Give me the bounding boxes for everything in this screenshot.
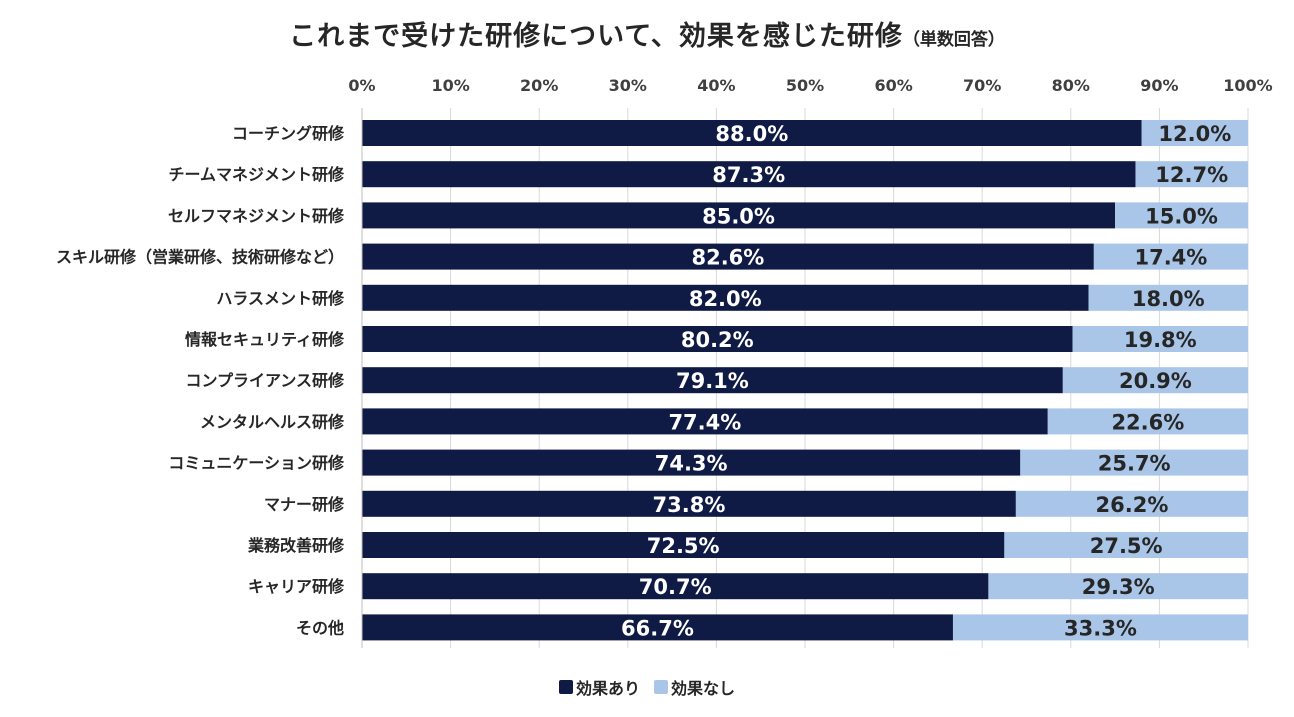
bar-not-effective bbox=[1004, 532, 1248, 558]
bar-effective bbox=[362, 120, 1142, 146]
data-label: 20.9% bbox=[1119, 369, 1192, 393]
chart-subtitle: （単数回答） bbox=[902, 30, 1005, 50]
data-label: 29.3% bbox=[1082, 575, 1155, 599]
bar-effective bbox=[362, 243, 1094, 270]
bar-effective bbox=[362, 490, 1016, 517]
legend-swatch-effective bbox=[558, 680, 573, 694]
bar-not-effective bbox=[1141, 120, 1248, 146]
category-label: マナー研修 bbox=[264, 495, 345, 514]
category-label: 情報セキュリティ研修 bbox=[185, 330, 345, 349]
bar-effective bbox=[362, 161, 1136, 188]
chart-title: これまで受けた研修について、効果を感じた研修（単数回答） bbox=[0, 14, 1294, 53]
bar-not-effective bbox=[988, 573, 1248, 600]
data-label: 12.7% bbox=[1155, 163, 1228, 187]
x-tick-label: 70% bbox=[963, 76, 1001, 95]
legend-label-not-effective: 効果なし bbox=[671, 679, 736, 698]
category-label: キャリア研修 bbox=[248, 577, 345, 596]
data-label: 74.3% bbox=[655, 452, 728, 476]
x-tick-label: 60% bbox=[874, 76, 912, 95]
bar-not-effective bbox=[1135, 161, 1248, 188]
legend-item-not-effective: 効果なし bbox=[654, 675, 735, 699]
data-label: 82.0% bbox=[689, 287, 762, 311]
bar-not-effective bbox=[1015, 490, 1248, 517]
x-tick-label: 40% bbox=[697, 76, 735, 95]
data-label: 82.6% bbox=[691, 246, 764, 270]
data-label: 87.3% bbox=[712, 163, 785, 187]
data-label: 22.6% bbox=[1111, 410, 1184, 434]
x-tick-label: 90% bbox=[1140, 76, 1178, 95]
data-label: 18.0% bbox=[1132, 287, 1205, 311]
category-label: チームマネジメント研修 bbox=[168, 165, 345, 184]
x-tick-label: 30% bbox=[609, 76, 647, 95]
x-tick-label: 50% bbox=[786, 76, 824, 95]
data-label: 15.0% bbox=[1145, 204, 1218, 228]
data-label: 26.2% bbox=[1096, 493, 1169, 517]
data-label: 27.5% bbox=[1090, 534, 1163, 558]
bar-not-effective bbox=[1062, 367, 1248, 394]
category-label: スキル研修（営業研修、技術研修など） bbox=[56, 248, 344, 267]
category-label: ハラスメント研修 bbox=[216, 289, 345, 308]
bar-not-effective bbox=[1093, 243, 1248, 270]
chart-title-text: これまで受けた研修について、効果を感じた研修 bbox=[289, 21, 903, 52]
bar-not-effective bbox=[1115, 202, 1248, 229]
bar-effective bbox=[362, 614, 953, 641]
bar-not-effective bbox=[1072, 326, 1248, 352]
bar-effective bbox=[362, 449, 1021, 476]
data-label: 25.7% bbox=[1098, 452, 1171, 476]
category-label: コミュニケーション研修 bbox=[168, 454, 345, 473]
data-label: 88.0% bbox=[715, 122, 788, 146]
legend-swatch-not-effective bbox=[654, 680, 668, 694]
bar-not-effective bbox=[952, 614, 1248, 641]
data-label: 17.4% bbox=[1134, 246, 1207, 270]
data-label: 70.7% bbox=[639, 575, 712, 599]
bar-effective bbox=[362, 408, 1048, 435]
category-label: コーチング研修 bbox=[232, 124, 345, 143]
data-label: 33.3% bbox=[1064, 616, 1137, 640]
x-tick-label: 10% bbox=[431, 76, 469, 95]
bar-not-effective bbox=[1088, 284, 1248, 311]
bar-effective bbox=[362, 202, 1116, 229]
data-label: 79.1% bbox=[676, 369, 749, 393]
legend-label-effective: 効果あり bbox=[575, 679, 640, 698]
data-label: 85.0% bbox=[702, 204, 775, 228]
data-label: 66.7% bbox=[621, 616, 694, 640]
legend: 効果あり 効果なし bbox=[0, 675, 1294, 699]
category-label: その他 bbox=[296, 618, 344, 637]
category-label: 業務改善研修 bbox=[247, 536, 345, 555]
data-label: 77.4% bbox=[668, 410, 741, 434]
category-label: コンプライアンス研修 bbox=[185, 371, 345, 390]
x-tick-label: 80% bbox=[1052, 76, 1090, 95]
legend-item-effective: 効果あり bbox=[558, 675, 640, 699]
x-tick-label: 20% bbox=[520, 76, 558, 95]
bar-effective bbox=[362, 284, 1089, 311]
bar-not-effective bbox=[1020, 449, 1248, 476]
data-label: 73.8% bbox=[653, 493, 726, 517]
bar-effective bbox=[362, 532, 1005, 558]
category-label: セルフマネジメント研修 bbox=[168, 206, 345, 225]
data-label: 72.5% bbox=[647, 534, 720, 558]
data-label: 12.0% bbox=[1158, 122, 1231, 146]
bar-effective bbox=[362, 573, 989, 600]
data-label: 80.2% bbox=[681, 328, 754, 352]
x-tick-label: 100% bbox=[1223, 76, 1272, 95]
bar-not-effective bbox=[1047, 408, 1248, 435]
data-label: 19.8% bbox=[1124, 328, 1197, 352]
x-tick-label: 0% bbox=[348, 76, 375, 95]
bar-effective bbox=[362, 326, 1073, 352]
category-label: メンタルヘルス研修 bbox=[200, 412, 345, 431]
bar-effective bbox=[362, 367, 1063, 394]
